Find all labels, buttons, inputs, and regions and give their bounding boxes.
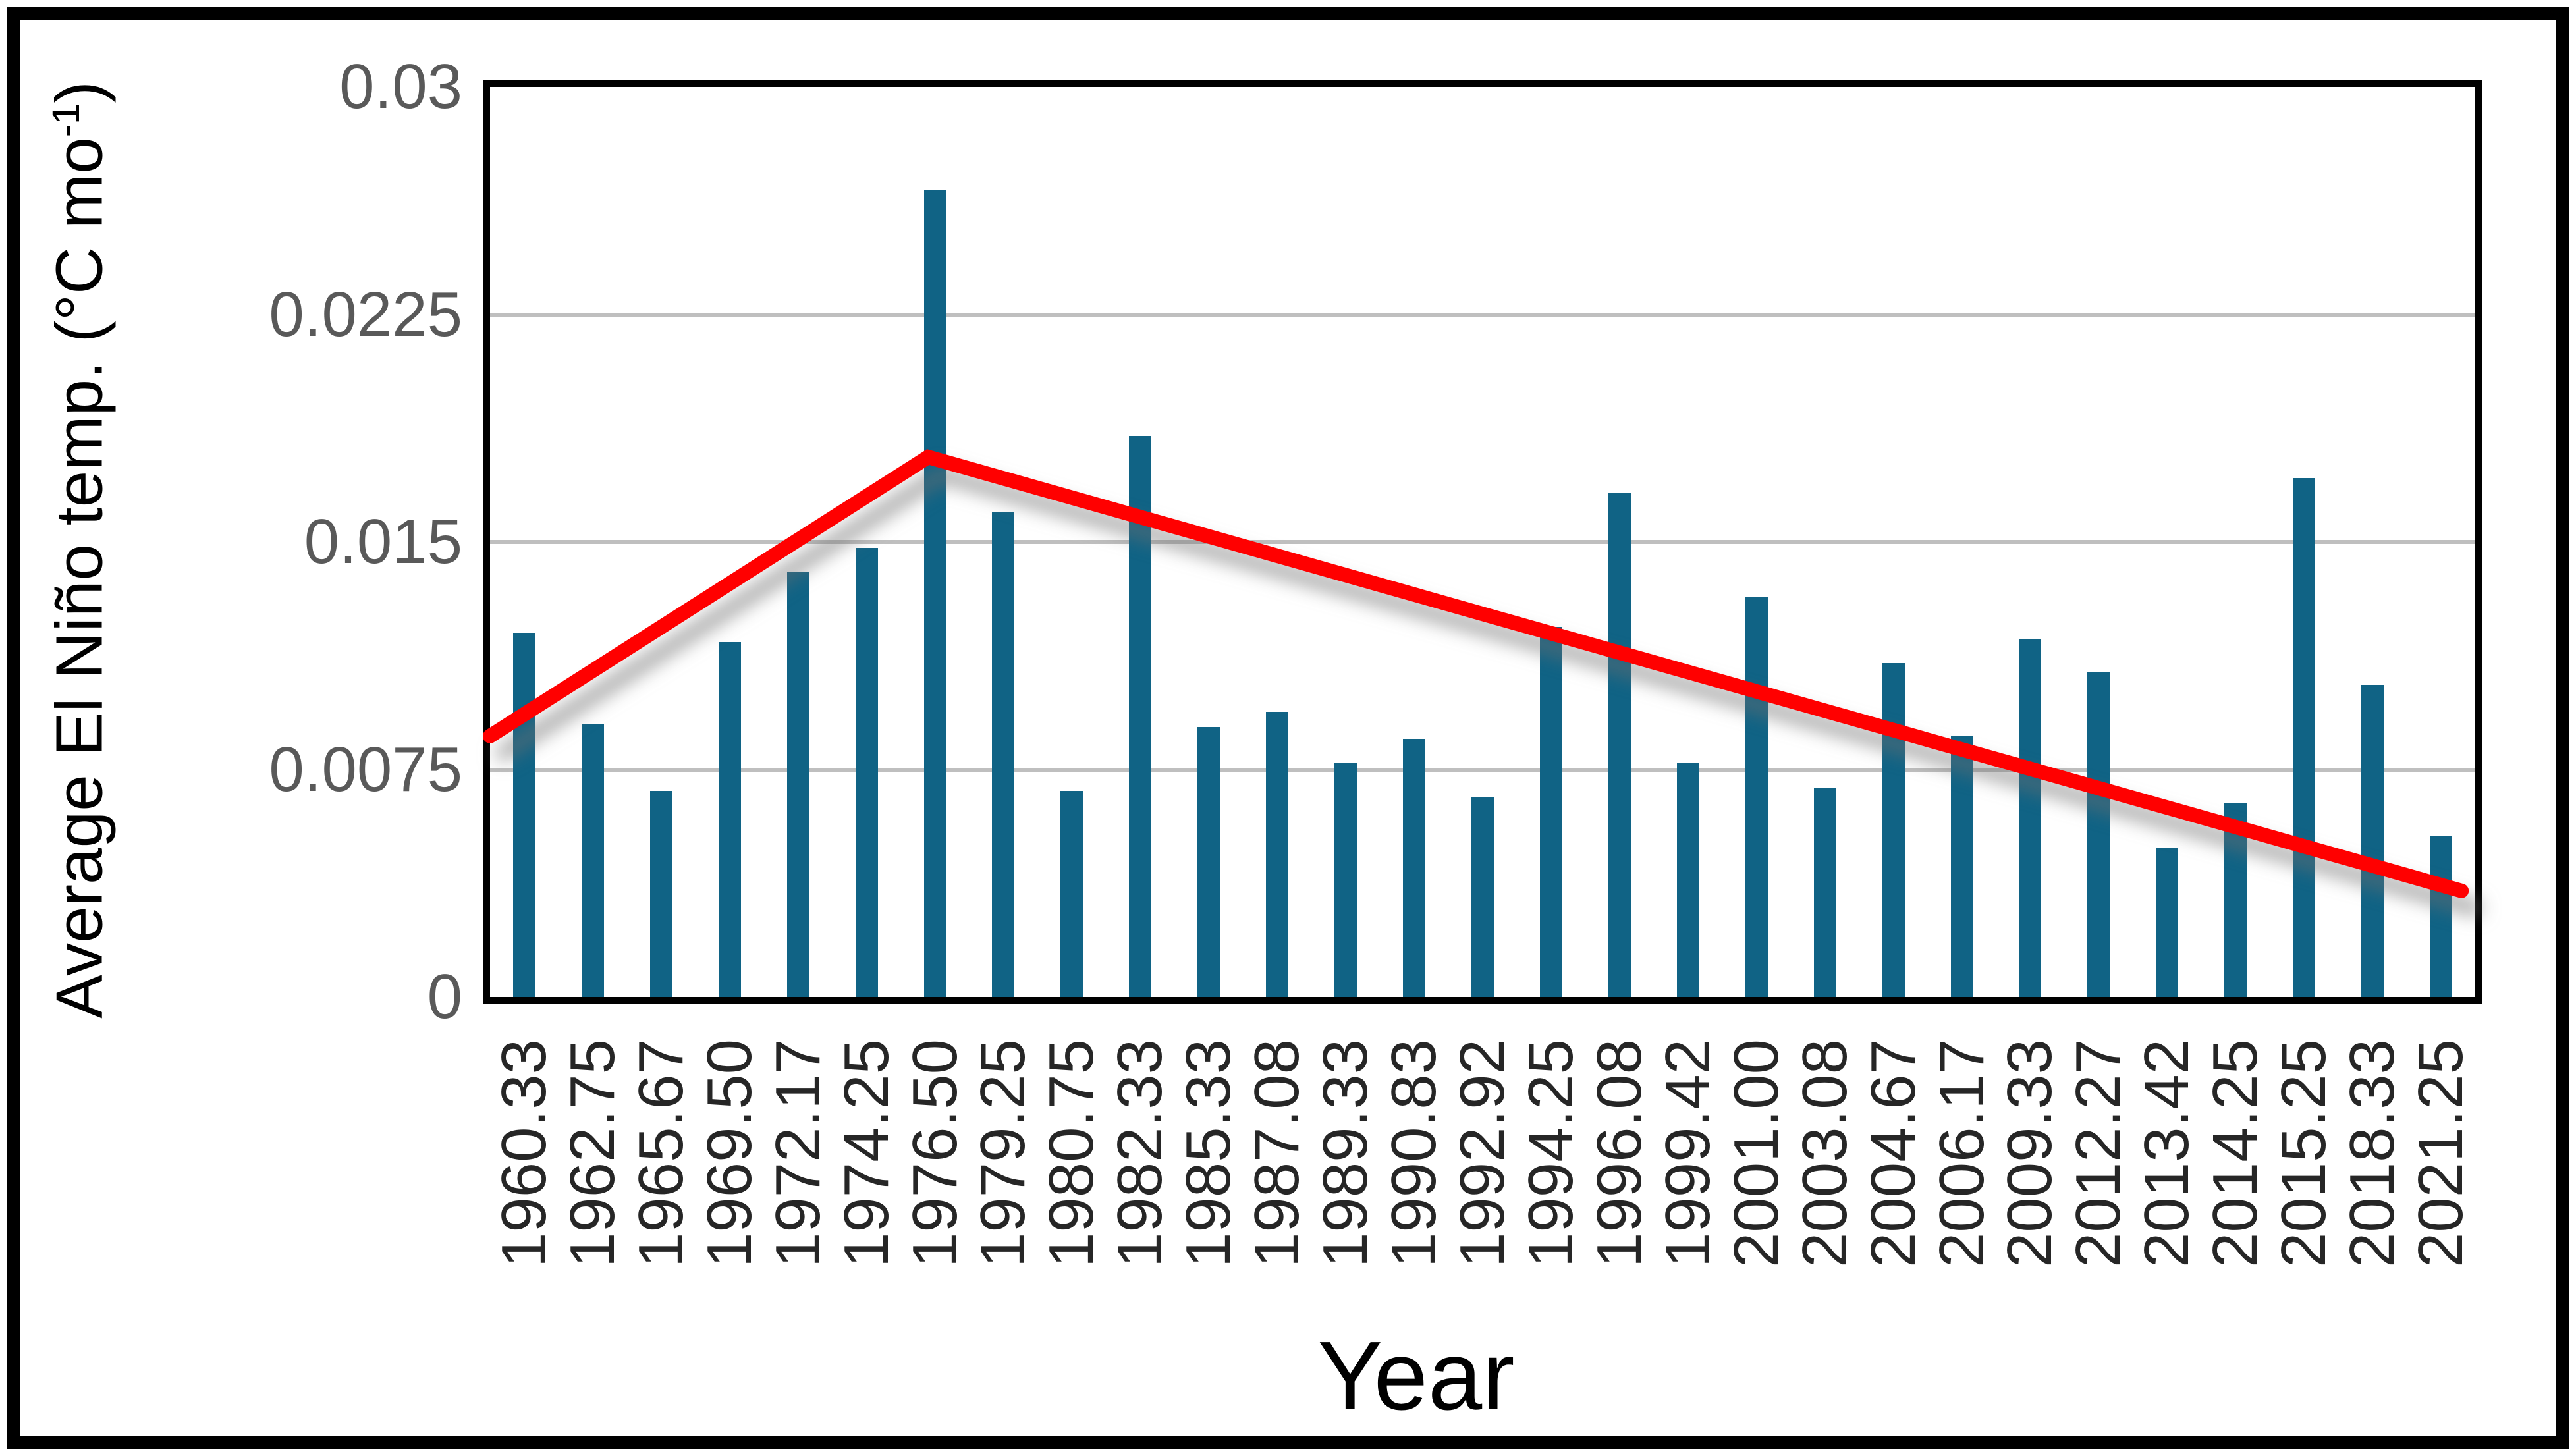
bar [2293, 478, 2316, 997]
x-tick-label: 2003.08 [1789, 1039, 1860, 1268]
bar [1129, 435, 1152, 997]
x-tick-label: 1974.25 [831, 1039, 902, 1268]
y-axis-title-superscript: -1 [45, 103, 88, 138]
x-tick-label: 1990.83 [1379, 1039, 1450, 1268]
bar [1197, 727, 1220, 997]
bar [2156, 848, 2179, 997]
bar [1403, 739, 1426, 997]
bar [1060, 790, 1083, 997]
bar [1813, 788, 1836, 997]
bar [855, 548, 878, 997]
bar [512, 633, 535, 997]
bar [1676, 763, 1699, 997]
y-axis-title: Average El Niño temp. (°C mo-1) [25, 56, 116, 1044]
x-tick-label: 1962.75 [557, 1039, 628, 1268]
bar [1950, 736, 1973, 997]
x-tick-label: 1980.75 [1036, 1039, 1107, 1268]
y-tick-label: 0 [427, 961, 462, 1032]
x-tick-label: 1987.08 [1242, 1039, 1313, 1268]
y-tick-label: 0.0225 [269, 279, 462, 350]
x-axis-title: Year [1317, 1322, 1515, 1430]
x-tick-label: 2006.17 [1926, 1039, 1997, 1268]
y-axis-title-suffix: ) [42, 81, 117, 103]
x-tick-label: 1999.42 [1652, 1039, 1723, 1268]
y-tick-label: 0.0075 [269, 734, 462, 805]
x-tick-label: 1965.67 [625, 1039, 696, 1268]
x-tick-label: 1985.33 [1173, 1039, 1244, 1268]
x-tick-label: 1992.92 [1447, 1039, 1518, 1268]
x-tick-label: 1972.17 [762, 1039, 833, 1268]
x-tick-label: 1976.50 [899, 1039, 970, 1268]
plot-area [490, 87, 2475, 997]
y-axis-title-text: Average El Niño temp. (°C mo [42, 137, 117, 1019]
bar [1539, 627, 1562, 997]
x-tick-label: 1989.33 [1310, 1039, 1381, 1268]
x-tick-label: 2012.27 [2063, 1039, 2134, 1268]
x-tick-label: 1982.33 [1105, 1039, 1176, 1268]
x-tick-label: 2013.42 [2131, 1039, 2203, 1268]
gridline [490, 312, 2475, 317]
bar [2087, 672, 2110, 997]
y-tick-label: 0.03 [339, 51, 462, 122]
bar [1471, 796, 1494, 997]
bar [1266, 711, 1289, 997]
bar [786, 572, 809, 997]
trend-polyline [483, 449, 2469, 898]
bar [992, 511, 1015, 997]
trend-line [483, 449, 2469, 898]
x-tick-label: 2004.67 [1857, 1039, 1929, 1268]
bar [718, 642, 741, 997]
y-tick-label: 0.015 [304, 506, 462, 577]
x-tick-label: 1994.25 [1515, 1039, 1586, 1268]
bar [649, 790, 672, 997]
bar [2361, 684, 2384, 997]
x-tick-label: 1996.08 [1583, 1039, 1655, 1268]
x-tick-label: 1960.33 [488, 1039, 559, 1268]
bar [1334, 763, 1357, 997]
bar [581, 724, 604, 997]
x-tick-label: 2009.33 [1994, 1039, 2066, 1268]
gridline [490, 767, 2475, 772]
bar [2019, 639, 2042, 997]
bar [1882, 663, 1905, 997]
x-tick-label: 1969.50 [694, 1039, 765, 1268]
x-tick-label: 2018.33 [2337, 1039, 2408, 1268]
bar [1745, 596, 1768, 997]
x-tick-label: 1979.25 [968, 1039, 1039, 1268]
gridline [490, 540, 2475, 544]
x-tick-label: 2001.00 [1720, 1039, 1792, 1268]
x-tick-label: 2014.25 [2200, 1039, 2271, 1268]
bar [1608, 493, 1631, 997]
x-tick-label: 2021.25 [2405, 1039, 2477, 1268]
bar [2430, 836, 2453, 997]
x-tick-label: 2015.25 [2268, 1039, 2340, 1268]
bar [923, 190, 946, 997]
